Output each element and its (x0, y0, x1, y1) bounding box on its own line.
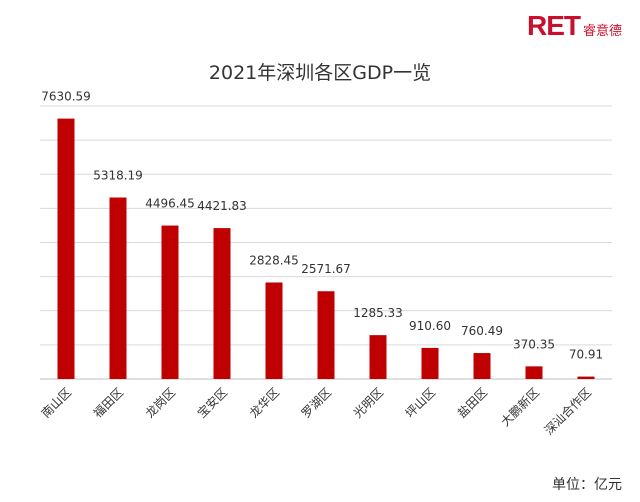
bar (369, 335, 387, 379)
bar (525, 366, 543, 379)
x-tick-label: 大鹏新区 (498, 385, 543, 430)
bar (213, 228, 231, 379)
bar (57, 118, 75, 380)
data-label: 5318.19 (93, 169, 143, 183)
x-tick-label: 深汕合作区 (541, 385, 594, 438)
x-tick-label: 福田区 (90, 385, 126, 421)
x-tick-label: 光明区 (351, 385, 386, 420)
data-label: 760.49 (461, 324, 503, 338)
ret-logo: RET 睿意德 (527, 10, 622, 42)
x-tick-label: 龙岗区 (143, 385, 178, 420)
chart-title: 2021年深圳各区GDP一览 (208, 62, 432, 84)
bar (473, 353, 491, 379)
x-tick-label: 盐田区 (455, 385, 490, 420)
x-tick-label: 坪山区 (403, 385, 438, 420)
unit-label: 单位：亿元 (552, 477, 622, 493)
data-label: 4421.83 (197, 199, 247, 213)
data-label: 4496.45 (145, 197, 195, 211)
data-label: 2571.67 (301, 262, 351, 276)
x-tick-label: 罗湖区 (298, 385, 334, 421)
logo-subtext: 睿意德 (582, 24, 622, 39)
data-label: 910.60 (409, 319, 451, 333)
bar (161, 225, 179, 379)
bar (265, 282, 283, 379)
bar (317, 291, 335, 379)
x-tick-label: 宝安区 (194, 385, 230, 421)
bar (109, 197, 127, 379)
x-tick-label: 南山区 (38, 385, 74, 421)
data-label: 2828.45 (249, 253, 299, 267)
data-label: 370.35 (513, 337, 555, 351)
bar (421, 347, 439, 379)
data-label: 1285.33 (353, 306, 403, 320)
x-tick-label: 龙华区 (247, 385, 282, 420)
logo-mark: RET (526, 10, 581, 41)
data-label: 70.91 (569, 348, 603, 362)
bar (577, 376, 595, 379)
data-label: 7630.59 (41, 90, 91, 104)
